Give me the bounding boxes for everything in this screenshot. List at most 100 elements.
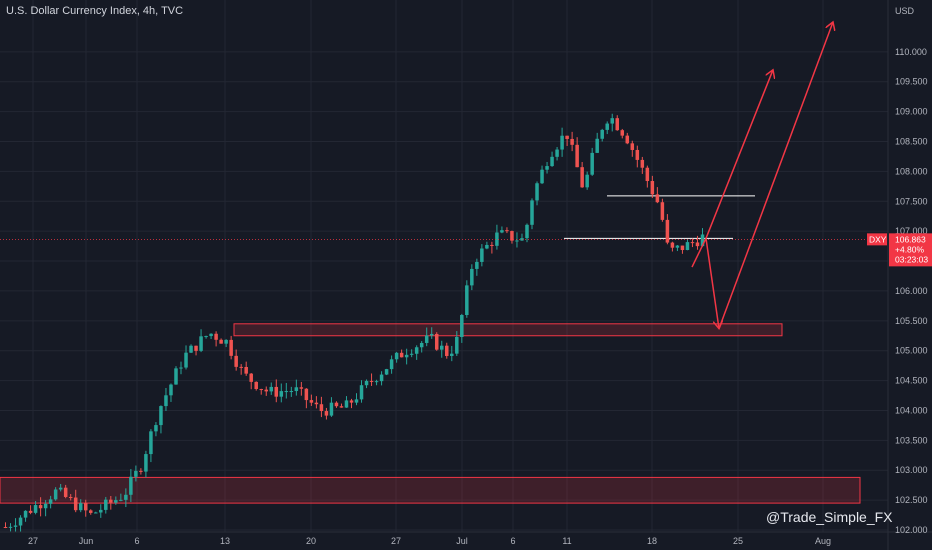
candle-body (650, 181, 655, 195)
candle-body (239, 366, 243, 368)
candle-body (560, 135, 564, 150)
candle-body (575, 144, 579, 168)
candle-body (58, 487, 63, 490)
candle-body (359, 385, 364, 400)
candle-body (73, 497, 78, 511)
candle-body (470, 268, 474, 286)
candle-body (144, 454, 148, 472)
time-tick-label: Aug (815, 536, 831, 546)
candle-body (134, 470, 138, 477)
current-price-change: +4.80% (895, 244, 925, 254)
candle-body (565, 135, 569, 139)
candle-body (294, 387, 299, 392)
arrow-lead-in (691, 238, 707, 268)
arrow-down-to-zone (705, 238, 719, 328)
price-tick-label: 105.000 (895, 346, 928, 356)
levels-layer (564, 195, 755, 239)
price-tick-label: 110.000 (895, 47, 927, 57)
price-tick-label: 109.000 (895, 107, 928, 117)
candle-body (700, 234, 705, 247)
candle-body (28, 510, 33, 513)
arrows-layer (691, 22, 833, 329)
candle-body (169, 384, 173, 396)
symbol-tag: DXY (869, 234, 887, 244)
candle-body (254, 381, 258, 390)
candle-body (445, 345, 449, 356)
candle-body (450, 353, 454, 356)
candle-body (229, 339, 233, 356)
candle-body (374, 381, 379, 383)
current-price-box (889, 233, 932, 267)
candles-layer (3, 113, 705, 533)
candle-body (500, 230, 504, 233)
candle-body (570, 138, 574, 145)
candle-body (349, 400, 354, 403)
candle-body (78, 503, 83, 511)
candle-body (159, 406, 163, 426)
candle-body (414, 347, 419, 354)
candle-body (475, 261, 479, 269)
candle-body (204, 336, 208, 338)
price-tick-label: 104.500 (895, 376, 928, 386)
candle-body (419, 342, 424, 348)
candle-body (460, 315, 464, 337)
price-tick-label: 102.500 (895, 495, 928, 505)
candle-body (319, 404, 324, 412)
time-tick-label: 6 (134, 536, 139, 546)
candle-body (119, 499, 123, 501)
candle-body (404, 354, 409, 358)
price-tick-label: 108.500 (895, 137, 928, 147)
candle-body (164, 395, 168, 407)
candle-body (690, 242, 695, 244)
candle-body (354, 399, 359, 403)
candle-body (179, 367, 183, 369)
candle-body (109, 499, 113, 503)
candle-body (304, 388, 309, 401)
zones-layer (0, 323, 861, 504)
candle-body (154, 425, 158, 432)
arrow-up-to-110-5 (718, 22, 833, 329)
candle-body (480, 248, 484, 262)
time-tick-label: 27 (391, 536, 401, 546)
grid-layer (0, 0, 888, 532)
candle-body (149, 431, 153, 455)
candle-body (309, 400, 314, 403)
price-tick-label: 106.000 (895, 286, 928, 296)
candle-body (279, 391, 284, 397)
symbol-tag-bg (867, 233, 887, 246)
candle-body (620, 130, 625, 136)
current-price-countdown: 03:23:03 (895, 254, 928, 264)
candle-body (48, 499, 53, 504)
candle-body (344, 400, 349, 408)
candle-body (455, 336, 459, 354)
time-tick-label: 11 (562, 536, 571, 546)
price-axis-unit: USD (895, 6, 915, 16)
candle-body (655, 194, 660, 203)
candle-body (635, 149, 640, 160)
candle-body (174, 368, 178, 385)
candle-body (585, 174, 589, 188)
candle-body (525, 224, 529, 239)
candle-body (88, 510, 93, 513)
candle-body (645, 167, 650, 182)
candle-body (439, 345, 444, 350)
candle-body (53, 489, 58, 500)
candle-body (389, 359, 394, 370)
candle-body (465, 285, 469, 316)
candle-body (670, 242, 675, 248)
candle-body (329, 402, 334, 416)
candle-body (199, 336, 203, 351)
author-watermark: @Trade_Simple_FX (766, 509, 893, 525)
time-tick-label: 25 (733, 536, 743, 546)
price-tick-label: 105.500 (895, 316, 928, 326)
candle-body (545, 166, 549, 170)
candle-body (409, 353, 414, 355)
candle-body (189, 345, 193, 353)
candle-body (660, 202, 665, 220)
current-price-value: 106.863 (895, 234, 926, 244)
candle-body (264, 389, 269, 392)
candle-body (685, 242, 690, 251)
candle-body (595, 138, 599, 153)
candle-body (299, 387, 304, 389)
